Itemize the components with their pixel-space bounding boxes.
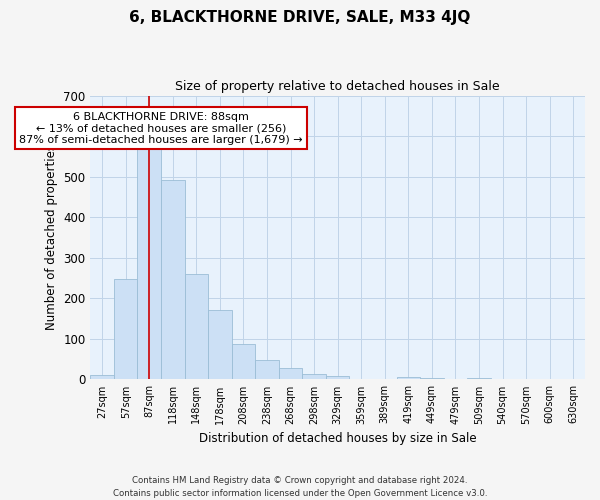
Bar [91,374,114,380]
Bar [255,360,279,380]
Bar [302,374,326,380]
Bar [279,368,302,380]
Bar [161,180,185,380]
Title: Size of property relative to detached houses in Sale: Size of property relative to detached ho… [175,80,500,93]
Bar [208,310,232,380]
Y-axis label: Number of detached properties: Number of detached properties [45,144,58,330]
Text: Contains HM Land Registry data © Crown copyright and database right 2024.
Contai: Contains HM Land Registry data © Crown c… [113,476,487,498]
Bar [397,378,420,380]
Bar [185,274,208,380]
Bar [467,378,491,380]
Bar [420,378,443,380]
Bar [137,145,161,380]
Text: 6 BLACKTHORNE DRIVE: 88sqm
← 13% of detached houses are smaller (256)
87% of sem: 6 BLACKTHORNE DRIVE: 88sqm ← 13% of deta… [19,112,303,145]
Bar [232,344,255,380]
Bar [114,280,137,380]
X-axis label: Distribution of detached houses by size in Sale: Distribution of detached houses by size … [199,432,476,445]
Text: 6, BLACKTHORNE DRIVE, SALE, M33 4JQ: 6, BLACKTHORNE DRIVE, SALE, M33 4JQ [130,10,470,25]
Bar [326,376,349,380]
